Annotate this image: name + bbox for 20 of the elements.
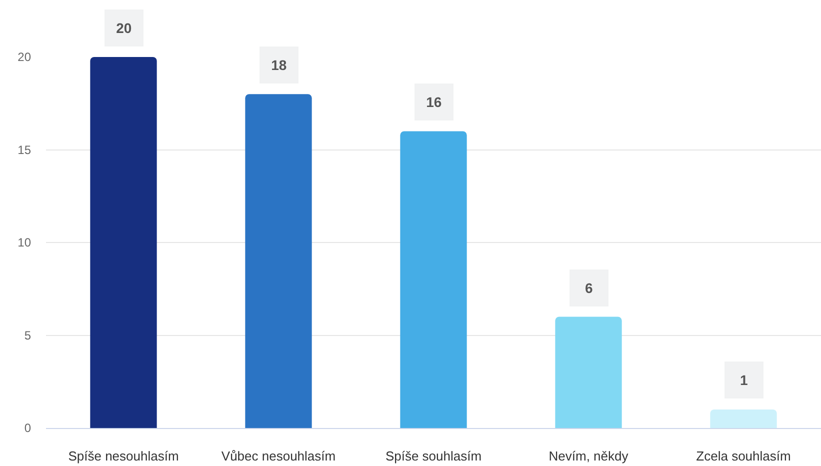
data-label: 16 bbox=[426, 94, 442, 110]
bar bbox=[555, 316, 622, 428]
bar bbox=[400, 131, 467, 428]
bar bbox=[90, 57, 157, 428]
data-label: 6 bbox=[585, 280, 593, 296]
x-tick-label: Nevím, někdy bbox=[548, 448, 629, 464]
data-label: 1 bbox=[740, 372, 748, 388]
y-tick-label: 0 bbox=[24, 421, 32, 436]
data-label: 20 bbox=[116, 20, 132, 36]
data-label: 18 bbox=[271, 57, 287, 73]
y-tick-label: 5 bbox=[24, 328, 32, 342]
x-tick-label: Spíše nesouhlasím bbox=[68, 448, 179, 464]
x-tick-label: Spíše souhlasím bbox=[385, 448, 482, 464]
bar bbox=[245, 94, 312, 428]
x-tick-label: Vůbec nesouhlasím bbox=[221, 448, 336, 464]
y-tick-label: 15 bbox=[18, 142, 32, 157]
bar bbox=[710, 409, 777, 428]
y-tick-label: 20 bbox=[18, 50, 32, 64]
y-tick-label: 10 bbox=[18, 236, 32, 250]
x-tick-label: Zcela souhlasím bbox=[696, 448, 791, 464]
